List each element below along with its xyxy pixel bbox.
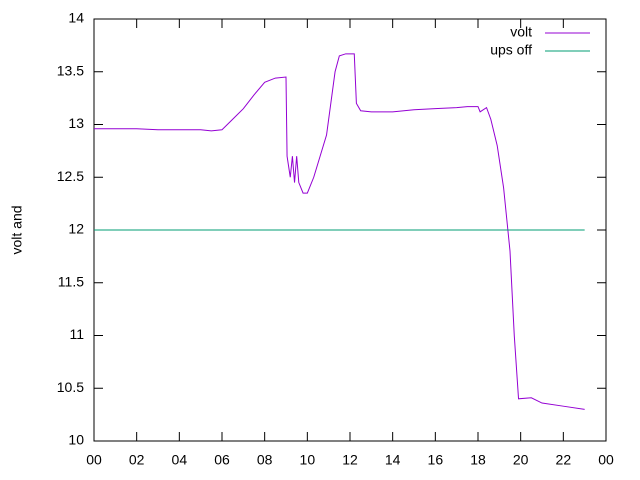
x-tick-label: 00 xyxy=(598,452,614,468)
series-line xyxy=(94,53,585,410)
x-tick-label: 12 xyxy=(342,452,358,468)
y-tick-label: 11 xyxy=(69,326,84,342)
y-tick-label: 13 xyxy=(68,115,84,131)
y-tick-label: 13.5 xyxy=(57,62,84,78)
y-tick-label: 10.5 xyxy=(57,379,84,395)
y-tick-label: 12.5 xyxy=(57,168,84,184)
x-tick-label: 08 xyxy=(257,452,273,468)
x-tick-label: 20 xyxy=(513,452,529,468)
legend-label: ups off xyxy=(490,42,532,58)
y-tick-label: 10 xyxy=(68,432,84,448)
x-tick-label: 22 xyxy=(556,452,572,468)
y-tick-label: 14 xyxy=(68,10,84,26)
x-tick-label: 04 xyxy=(172,452,188,468)
x-tick-label: 16 xyxy=(428,452,444,468)
x-tick-label: 10 xyxy=(300,452,316,468)
x-tick-label: 14 xyxy=(385,452,401,468)
x-tick-label: 00 xyxy=(86,452,102,468)
x-tick-label: 18 xyxy=(470,452,486,468)
legend-label: volt xyxy=(510,24,532,40)
x-tick-label: 02 xyxy=(129,452,145,468)
y-tick-label: 11.5 xyxy=(58,273,84,289)
y-tick-label: 12 xyxy=(68,221,84,237)
y-axis-label: volt and xyxy=(9,205,25,254)
x-tick-label: 06 xyxy=(214,452,230,468)
